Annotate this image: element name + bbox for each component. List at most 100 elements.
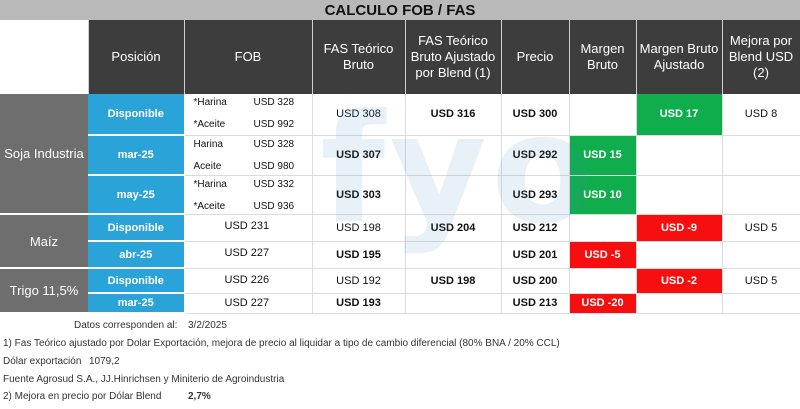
fob-value: USD 332: [253, 178, 295, 190]
table-row: mar-25 Harina USD 328 Aceite USD 980 USD 3…: [0, 135, 800, 176]
fas-cell: USD 193: [312, 293, 406, 314]
mejora-cell: [722, 241, 800, 269]
fob-label: Aceite: [193, 160, 222, 172]
table-row: abr-25 USD 227 USD 195 USD 201 USD -5: [0, 241, 800, 269]
fob-value: USD 328: [253, 138, 295, 150]
fob-cell: USD 226: [184, 268, 313, 294]
fas-cell: USD 308: [312, 94, 406, 136]
margen-cell: USD -20: [569, 293, 637, 314]
fas-cell: USD 195: [312, 241, 406, 269]
table-row: Maíz Disponible USD 231 USD 198 USD 204 …: [0, 214, 800, 269]
margen-cell: USD -5: [569, 241, 637, 269]
position-cell: mar-25: [88, 135, 185, 176]
fob-value: USD 328: [253, 97, 295, 108]
margen-cell: [569, 94, 637, 136]
precio-cell: USD 300: [501, 94, 570, 136]
margen-ajustado-cell: [636, 175, 723, 215]
date-label: Datos corresponden al:: [74, 320, 178, 331]
fob-cell: Harina USD 328 Aceite USD 980: [184, 135, 313, 176]
precio-cell: USD 293: [501, 175, 570, 215]
header-fas-teorico: FAS Teórico Bruto: [312, 20, 406, 94]
header-row: Posición FOB FAS Teórico Bruto FAS Teóri…: [0, 20, 800, 94]
group-soja: Soja Industria: [0, 94, 88, 215]
margen-cell: [569, 214, 637, 242]
mejora-cell: USD 8: [722, 94, 800, 136]
fob-cell: USD 227: [184, 241, 313, 269]
fob-cell: *Harina USD 332 *Aceite USD 936: [184, 175, 313, 215]
fob-cell: USD 231: [184, 214, 313, 242]
precio-cell: USD 212: [501, 214, 570, 242]
margen-ajustado-cell: USD -9: [636, 214, 723, 242]
group-maiz: Maíz: [0, 214, 88, 269]
margen-cell: USD 10: [569, 175, 637, 215]
fob-label: Harina: [193, 138, 223, 150]
table-row: may-25 *Harina USD 332 *Aceite USD 936 USD…: [0, 175, 800, 215]
margen-ajustado-cell: [636, 241, 723, 269]
precio-cell: USD 200: [501, 268, 570, 294]
date-value: 3/2/2025: [188, 320, 227, 331]
header-fob: FOB: [184, 20, 313, 94]
group-trigo: Trigo 11,5%: [0, 268, 88, 314]
position-cell: Disponible: [88, 214, 185, 242]
table-row: Trigo 11,5% Disponible USD 226 USD 192 U…: [0, 268, 800, 314]
fas-ajustado-cell: [405, 241, 502, 269]
header-posicion: Posición: [88, 20, 185, 94]
fob-cell: USD 227: [184, 293, 313, 314]
mejora-cell: [722, 175, 800, 215]
fas-cell: USD 303: [312, 175, 406, 215]
fas-ajustado-cell: [405, 175, 502, 215]
margen-ajustado-cell: [636, 293, 723, 314]
fas-cell: USD 192: [312, 268, 406, 294]
fob-value: USD 227: [224, 296, 270, 309]
fas-ajustado-cell: [405, 135, 502, 176]
position-cell: Disponible: [88, 94, 185, 136]
fob-value: USD 226: [224, 273, 270, 286]
precio-cell: USD 213: [501, 293, 570, 314]
table-row: Soja Industria Disponible *Harina USD 328…: [0, 94, 800, 215]
position-cell: mar-25: [88, 293, 185, 314]
position-cell: Disponible: [88, 268, 185, 294]
fas-cell: USD 198: [312, 214, 406, 242]
blend-improvement: 2,7%: [188, 391, 211, 402]
position-cell: abr-25: [88, 241, 185, 269]
margen-ajustado-cell: [636, 135, 723, 176]
fob-value: USD 992: [253, 119, 295, 130]
fob-label: *Aceite: [193, 119, 226, 130]
fas-ajustado-cell: USD 198: [405, 268, 502, 294]
fob-value: USD 231: [224, 219, 270, 232]
header-margen-ajustado: Margen Bruto Ajustado: [636, 20, 723, 94]
fob-value: USD 980: [253, 160, 295, 172]
fob-label: *Aceite: [193, 200, 226, 212]
footnote-2: 2) Mejora en precio por Dólar Blend: [3, 391, 162, 402]
fas-ajustado-cell: USD 204: [405, 214, 502, 242]
footnote-1: 1) Fas Teórico ajustado por Dolar Export…: [3, 338, 560, 349]
header-mejora: Mejora por Blend USD (2): [722, 20, 800, 94]
header-margen-bruto: Margen Bruto: [569, 20, 637, 94]
fob-label: *Harina: [193, 178, 227, 190]
mejora-cell: USD 5: [722, 214, 800, 242]
fas-ajustado-cell: [405, 293, 502, 314]
mejora-cell: USD 5: [722, 268, 800, 294]
fob-cell: *Harina USD 328 *Aceite USD 992: [184, 94, 313, 136]
margen-ajustado-cell: USD -2: [636, 268, 723, 294]
header-fas-ajustado: FAS Teórico Bruto Ajustado por Blend (1): [405, 20, 502, 94]
fas-cell: USD 307: [312, 135, 406, 176]
dolar-value: 1079,2: [89, 356, 120, 367]
position-cell: may-25: [88, 175, 185, 215]
precio-cell: USD 201: [501, 241, 570, 269]
margen-ajustado-cell: USD 17: [636, 94, 723, 136]
mejora-cell: [722, 135, 800, 176]
precio-cell: USD 292: [501, 135, 570, 176]
fas-ajustado-cell: USD 316: [405, 94, 502, 136]
mejora-cell: [722, 293, 800, 314]
margen-cell: USD 15: [569, 135, 637, 176]
source-note: Fuente Agrosud S.A., JJ.Hinrichsen y Min…: [3, 374, 285, 385]
page-title: CALCULO FOB / FAS: [0, 0, 800, 20]
table-row: mar-25 USD 227 USD 193 USD 213 USD -20: [0, 293, 800, 314]
fob-value: USD 936: [253, 200, 295, 212]
fob-value: USD 227: [224, 246, 270, 259]
margen-cell: [569, 268, 637, 294]
fob-label: *Harina: [193, 97, 227, 108]
header-precio: Precio: [501, 20, 570, 94]
fob-fas-table: Posición FOB FAS Teórico Bruto FAS Teóri…: [0, 20, 800, 314]
